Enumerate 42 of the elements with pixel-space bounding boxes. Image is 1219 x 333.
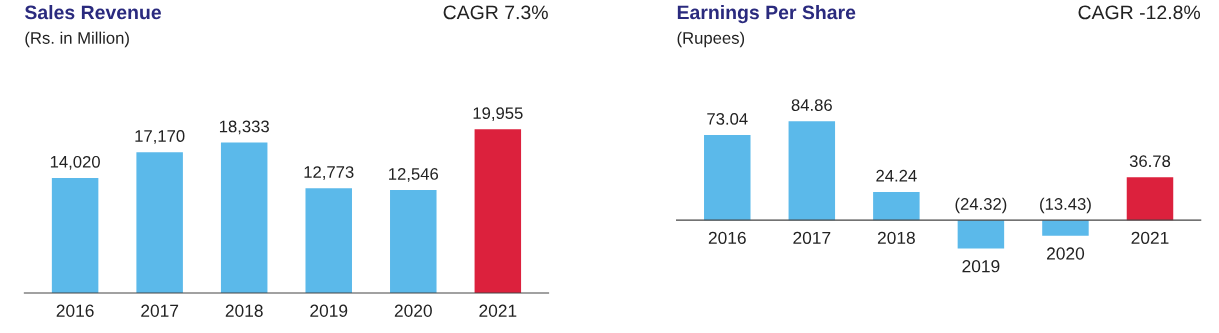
data-label: 24.24 xyxy=(876,169,917,182)
data-label: (13.43) xyxy=(1040,197,1091,214)
x-tick-label: 2018 xyxy=(877,231,915,245)
x-tick-label: 2019 xyxy=(962,260,1000,273)
data-label: 73.04 xyxy=(707,112,748,125)
bar xyxy=(51,177,99,294)
bar xyxy=(220,142,268,294)
bar xyxy=(788,121,836,221)
x-tick-label: 2017 xyxy=(141,304,179,317)
bar xyxy=(390,190,437,294)
text: CAGR 7.3% xyxy=(443,5,548,20)
x-tick-label: 2018 xyxy=(225,304,263,317)
chart-subtitle: (Rupees) xyxy=(677,31,745,48)
data-label: 36.78 xyxy=(1129,155,1171,168)
x-tick-label: 2020 xyxy=(394,304,432,317)
data-label: 19,955 xyxy=(473,107,523,121)
x-tick-label: 2020 xyxy=(1047,247,1085,260)
bar xyxy=(136,152,183,294)
data-label: 17,170 xyxy=(135,130,185,144)
bar xyxy=(474,129,522,294)
bar xyxy=(1126,177,1174,221)
bar xyxy=(957,220,1005,249)
chart-subtitle: (Rs. in Million) xyxy=(25,31,129,48)
bar xyxy=(873,191,920,221)
x-tick-label: 2016 xyxy=(708,231,746,245)
bar xyxy=(704,135,751,221)
x-tick-label: 2021 xyxy=(479,304,517,317)
data-label: 12,773 xyxy=(304,166,354,180)
chart-title: Earnings Per Share xyxy=(677,5,856,24)
data-label: 14,020 xyxy=(50,155,100,170)
chart-title: Sales Revenue xyxy=(24,5,161,20)
data-label: (24.32) xyxy=(955,197,1007,214)
x-tick-label: 2021 xyxy=(1131,231,1169,245)
data-label: 12,546 xyxy=(389,168,439,182)
x-tick-label: 2017 xyxy=(793,231,831,245)
text: CAGR -12.8% xyxy=(1078,5,1201,20)
data-label: 18,333 xyxy=(219,120,269,135)
data-label: 84.86 xyxy=(791,99,832,111)
bar xyxy=(305,188,352,294)
x-tick-label: 2019 xyxy=(310,304,348,317)
bar xyxy=(1042,220,1089,236)
x-tick-label: 2016 xyxy=(56,304,94,317)
